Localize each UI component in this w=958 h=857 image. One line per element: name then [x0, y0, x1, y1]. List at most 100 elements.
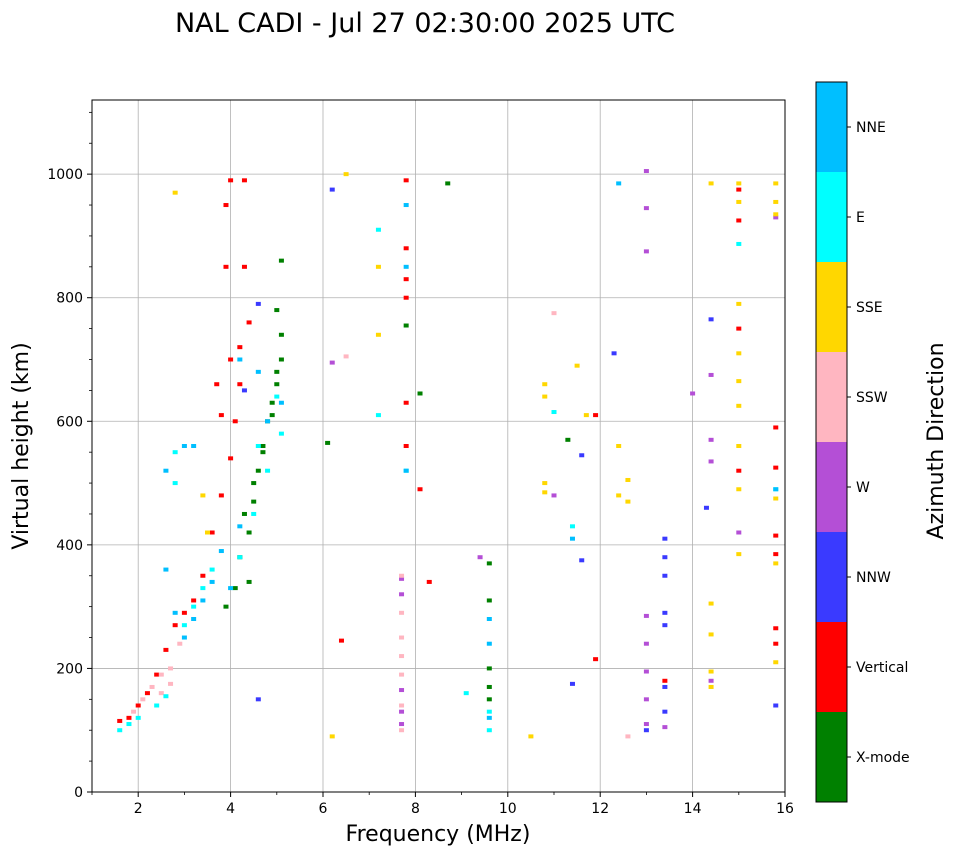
colorbar-label: W [856, 480, 870, 496]
echo-point-vertical [773, 626, 779, 631]
y-axis-title: Virtual height (km) [9, 342, 34, 549]
echo-point-vertical [241, 178, 247, 183]
echo-point-x-mode [246, 579, 252, 584]
echo-point-x-mode [274, 369, 280, 374]
colorbar-swatch-x-mode [816, 712, 847, 802]
echo-point-nne [181, 444, 187, 448]
echo-point-sse [574, 363, 580, 368]
echo-point-sse [708, 601, 714, 606]
echo-point-e [375, 227, 381, 232]
echo-point-vertical [403, 400, 409, 405]
echo-point-x-mode [260, 444, 266, 448]
echo-point-w [690, 391, 696, 396]
echo-point-x-mode [278, 258, 284, 263]
colorbar-title: Azimuth Direction [924, 342, 949, 539]
echo-point-sse [736, 379, 742, 384]
echo-point-vertical [163, 647, 169, 652]
echo-point-nne [200, 598, 206, 603]
echo-point-e [265, 468, 271, 473]
echo-point-w [662, 725, 668, 730]
echo-point-nne [237, 357, 243, 362]
colorbar-swatch-ssw [816, 352, 847, 442]
echo-point-vertical [218, 493, 224, 498]
y-axis-ticks: 0 200 400 600 800 1000 [47, 111, 92, 801]
echo-point-nne [163, 468, 169, 473]
echo-point-sse [773, 199, 779, 204]
echo-point-e [237, 555, 243, 560]
echo-point-nnw [662, 610, 668, 615]
echo-point-w [708, 372, 714, 377]
echo-point-w [736, 530, 742, 535]
echo-point-ssw [399, 654, 405, 659]
echo-point-nnw [255, 301, 261, 306]
echo-point-w [643, 169, 649, 174]
echo-point-w [329, 360, 335, 365]
echo-point-nne [265, 419, 271, 424]
colorbar-label: SSW [856, 390, 888, 406]
colorbar-label: NNW [856, 570, 891, 586]
echo-point-vertical [773, 465, 779, 470]
echo-point-vertical [144, 691, 150, 696]
echo-point-x-mode [445, 181, 451, 186]
echo-point-x-mode [486, 598, 492, 603]
echo-point-x-mode [403, 323, 409, 328]
echo-point-sse [542, 481, 548, 486]
echo-point-ssw [551, 311, 557, 316]
echo-point-w [399, 576, 405, 581]
echo-point-nnw [643, 728, 649, 733]
echo-point-vertical [154, 672, 160, 677]
echo-point-w [643, 697, 649, 702]
echo-point-ssw [149, 684, 155, 689]
echo-point-sse [172, 190, 178, 195]
y-tick-label: 1000 [47, 167, 83, 183]
echo-point-e [255, 444, 261, 448]
echo-point-vertical [126, 715, 132, 720]
echo-point-nnw [569, 681, 575, 686]
echo-point-e [463, 691, 469, 696]
colorbar-label: SSE [856, 300, 883, 316]
echo-point-nnw [662, 536, 668, 541]
echo-point-vertical [200, 573, 206, 578]
echo-point-ssw [399, 703, 405, 708]
echo-point-vertical [223, 264, 229, 269]
echo-point-w [643, 641, 649, 646]
echo-point-vertical [593, 413, 599, 418]
echo-point-nnw [662, 573, 668, 578]
echo-point-vertical [237, 345, 243, 350]
echo-point-sse [736, 444, 742, 448]
echo-point-vertical [403, 444, 409, 448]
echo-point-x-mode [241, 511, 247, 516]
echo-point-vertical [417, 487, 423, 492]
echo-point-x-mode [269, 400, 275, 405]
echo-point-ssw [399, 728, 405, 733]
echo-point-x-mode [223, 604, 229, 609]
echo-point-sse [200, 493, 206, 498]
echo-point-nne [237, 524, 243, 529]
echo-point-ssw [625, 734, 631, 739]
echo-point-vertical [773, 425, 779, 430]
echo-point-x-mode [260, 450, 266, 455]
echo-point-sse [736, 552, 742, 557]
echo-point-vertical [218, 413, 224, 418]
echo-point-sse [708, 684, 714, 689]
echo-point-vertical [403, 178, 409, 183]
y-tick-label: 600 [56, 414, 83, 430]
echo-point-w [643, 613, 649, 618]
echo-point-w [708, 459, 714, 464]
echo-point-ssw [131, 709, 137, 714]
echo-point-vertical [191, 598, 197, 603]
echo-point-ssw [399, 573, 405, 578]
echo-point-e [191, 604, 197, 609]
echo-point-x-mode [486, 697, 492, 702]
echo-point-vertical [403, 246, 409, 251]
x-tick-label: 16 [776, 801, 794, 817]
echo-point-w [399, 592, 405, 597]
colorbar-label: NNE [856, 120, 886, 136]
echo-point-vertical [214, 382, 220, 387]
echo-point-vertical [117, 718, 123, 723]
echo-point-nne [486, 617, 492, 621]
echo-point-sse [542, 394, 548, 399]
echo-point-vertical [246, 320, 252, 325]
echo-point-nnw [611, 351, 617, 356]
